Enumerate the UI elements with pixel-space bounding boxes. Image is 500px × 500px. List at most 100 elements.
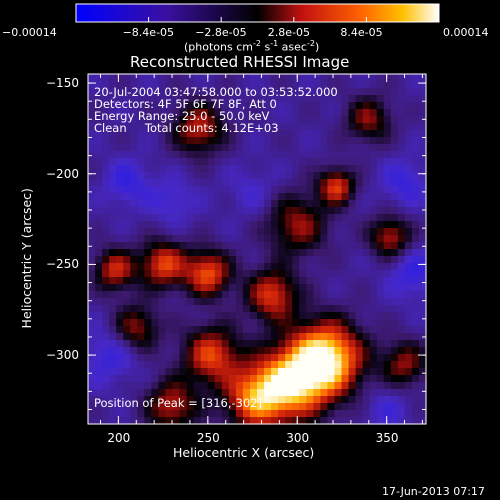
heatmap-cell [200, 298, 209, 306]
heatmap-cell [102, 298, 110, 306]
heatmap-cell [249, 396, 258, 404]
heatmap-cell [299, 88, 307, 96]
heatmap-cell [130, 193, 138, 201]
heatmap-cell [249, 382, 258, 390]
heatmap-cell [214, 396, 223, 404]
heatmap-cell [334, 95, 343, 103]
heatmap-cell [264, 263, 272, 271]
heatmap-cell [383, 291, 392, 299]
heatmap-cell [383, 214, 392, 222]
heatmap-cell [186, 284, 195, 292]
heatmap-cell [327, 354, 336, 362]
heatmap-cell [130, 382, 138, 390]
heatmap-cell [137, 221, 145, 229]
heatmap-cell [102, 200, 110, 208]
heatmap-cell [271, 235, 279, 243]
heatmap-cell [228, 403, 237, 411]
heatmap-cell [362, 361, 371, 369]
heatmap-cell [158, 137, 167, 145]
heatmap-cell [348, 354, 357, 362]
heatmap-cell [144, 263, 152, 271]
heatmap-cell [341, 375, 350, 383]
heatmap-cell [235, 326, 244, 334]
heatmap-cell [320, 305, 329, 313]
heatmap-cell [299, 242, 307, 250]
heatmap-cell [285, 326, 293, 334]
heatmap-cell [123, 298, 131, 306]
heatmap-cell [278, 95, 286, 103]
heatmap-cell [200, 242, 209, 250]
heatmap-cell [228, 249, 237, 257]
heatmap-cell [327, 256, 336, 264]
heatmap-cell [228, 235, 237, 243]
heatmap-cell [376, 382, 385, 390]
heatmap-cell [165, 354, 174, 362]
heatmap-cell [186, 130, 195, 138]
heatmap-cell [418, 396, 427, 404]
heatmap-cell [130, 158, 138, 166]
heatmap-cell [123, 144, 131, 152]
heatmap-cell [172, 172, 181, 180]
heatmap-cell [348, 298, 357, 306]
heatmap-cell [285, 207, 293, 215]
colorbar-tick-marks [75, 17, 440, 22]
heatmap-cell [88, 249, 96, 257]
heatmap-cell [411, 193, 420, 201]
heatmap-cell [186, 291, 195, 299]
heatmap-cell [88, 137, 96, 145]
heatmap-cell [249, 214, 258, 222]
heatmap-cell [404, 130, 413, 138]
heatmap-cell [320, 417, 329, 425]
heatmap-cell [165, 88, 174, 96]
heatmap-cell [144, 172, 152, 180]
heatmap-cell [418, 81, 427, 89]
heatmap-cell [165, 249, 174, 257]
heatmap-cell [88, 207, 96, 215]
heatmap-cell [355, 319, 364, 327]
heatmap-cell [151, 382, 160, 390]
heatmap-cell [411, 298, 420, 306]
heatmap-cell [334, 74, 343, 82]
heatmap-cell [313, 214, 321, 222]
heatmap-cell [193, 361, 202, 369]
heatmap-cell [109, 242, 117, 250]
heatmap-image [88, 74, 427, 425]
heatmap-cell [285, 403, 293, 411]
heatmap-cell [214, 403, 223, 411]
heatmap-cell [109, 109, 117, 117]
heatmap-cell [214, 389, 223, 397]
heatmap-cell [418, 88, 427, 96]
heatmap-cell [334, 389, 343, 397]
heatmap-cell [158, 179, 167, 187]
heatmap-cell [200, 88, 209, 96]
heatmap-cell [130, 417, 138, 425]
heatmap-cell [88, 123, 96, 131]
heatmap-cell [292, 116, 300, 124]
heatmap-cell [151, 354, 160, 362]
heatmap-cell [306, 95, 314, 103]
heatmap-cell [257, 347, 265, 355]
heatmap-cell [306, 277, 314, 285]
heatmap-cell [271, 417, 279, 425]
heatmap-cell [88, 319, 96, 327]
heatmap-cell [320, 347, 329, 355]
heatmap-cell [383, 200, 392, 208]
heatmap-cell [172, 102, 181, 110]
heatmap-cell [193, 319, 202, 327]
heatmap-cell [151, 305, 160, 313]
heatmap-cell [411, 137, 420, 145]
heatmap-cell [123, 340, 131, 348]
heatmap-cell [418, 137, 427, 145]
heatmap-cell [397, 277, 406, 285]
heatmap-cell [306, 102, 314, 110]
heatmap-cell [397, 81, 406, 89]
heatmap-cell [390, 347, 399, 355]
heatmap-cell [144, 340, 152, 348]
heatmap-cell [116, 186, 124, 194]
heatmap-cell [369, 340, 378, 348]
heatmap-cell [249, 74, 258, 82]
heatmap-cell [172, 144, 181, 152]
heatmap-cell [123, 263, 131, 271]
heatmap-cell [341, 186, 350, 194]
heatmap-cell [411, 263, 420, 271]
